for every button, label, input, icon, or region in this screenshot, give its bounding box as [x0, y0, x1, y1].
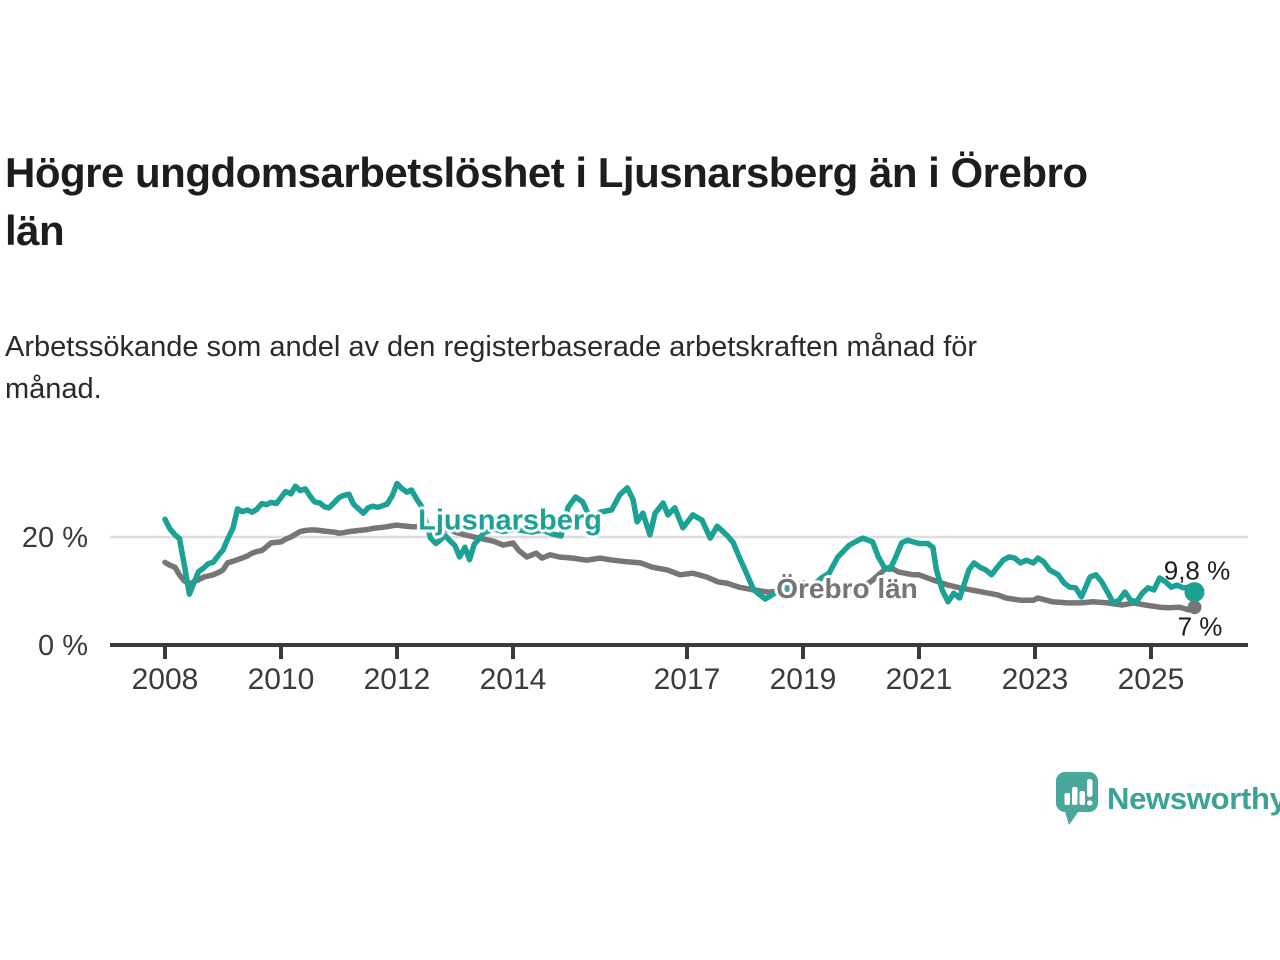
series-end-dot-ljusnarsberg	[1184, 582, 1205, 603]
y-axis-tick-label: 20 %	[22, 522, 88, 554]
series-label-orebro-lan: Örebro län	[776, 573, 918, 604]
x-axis-tick-label: 2014	[480, 663, 547, 696]
series-line-ljusnarsberg	[162, 480, 1198, 606]
chart-subtitle-line: Arbetssökande som andel av den registerb…	[5, 331, 978, 363]
end-value-label-ljusnarsberg: 9,8 %	[1163, 555, 1231, 586]
y-axis-tick-label: 0 %	[38, 630, 88, 662]
x-axis-tick-label: 2008	[132, 663, 199, 696]
end-value-label-orebro-lan: 7 %	[1177, 611, 1223, 642]
x-axis-tick-label: 2012	[364, 663, 431, 696]
x-axis-tick-label: 2023	[1002, 663, 1069, 696]
x-axis-tick-label: 2010	[248, 663, 315, 696]
x-axis-tick-label: 2017	[654, 663, 721, 696]
chart-subtitle-line: månad.	[5, 373, 102, 405]
newsworthy-logo-icon	[1056, 772, 1098, 825]
series-end-dot-orebro-lan	[1187, 600, 1202, 615]
x-axis-tick-label: 2025	[1118, 663, 1185, 696]
newsworthy-logo-text: Newsworthy	[1107, 781, 1280, 816]
x-axis-tick-label: 2021	[886, 663, 953, 696]
page-title-line: län	[5, 207, 65, 254]
page-title-line: Högre ungdomsarbetslöshet i Ljusnarsberg…	[5, 149, 1088, 196]
page-title: Högre ungdomsarbetslöshet i Ljusnarsberg…	[5, 144, 1088, 260]
x-axis-tick-label: 2019	[770, 663, 837, 696]
series-label-ljusnarsberg: Ljusnarsberg	[418, 504, 602, 537]
chart-subtitle: Arbetssökande som andel av den registerb…	[5, 326, 977, 410]
newsworthy-logo: Newsworthy	[1056, 772, 1280, 826]
